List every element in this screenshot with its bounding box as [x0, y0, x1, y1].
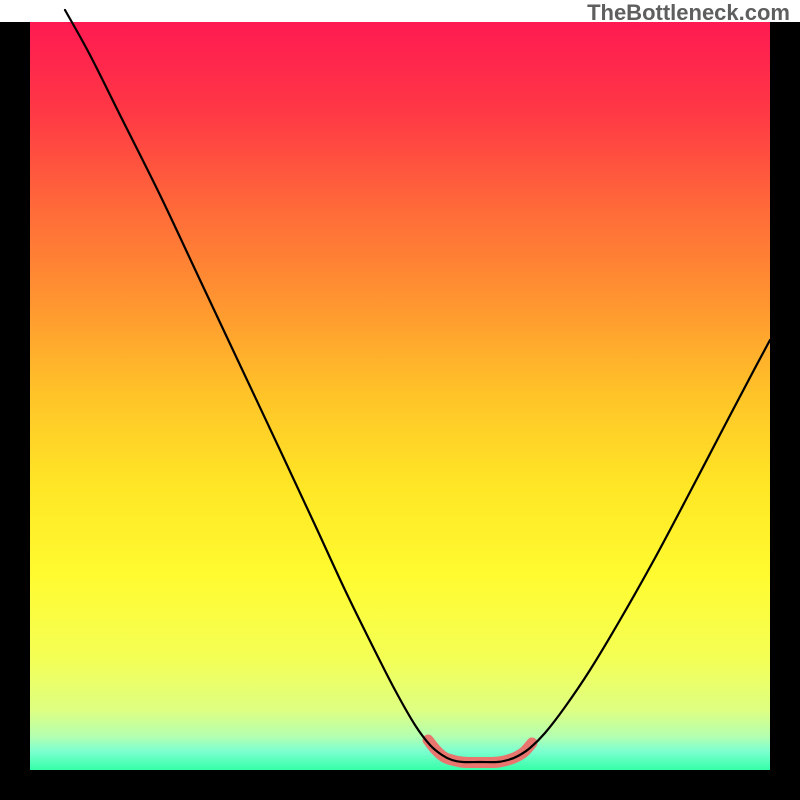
- chart-background-gradient: [30, 22, 770, 770]
- watermark-text: TheBottleneck.com: [587, 0, 790, 26]
- bottleneck-curve-chart: [0, 0, 800, 800]
- chart-container: TheBottleneck.com: [0, 0, 800, 800]
